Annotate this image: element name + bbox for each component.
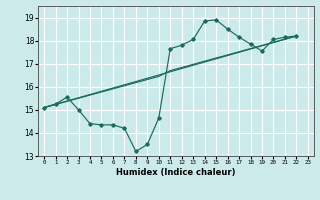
X-axis label: Humidex (Indice chaleur): Humidex (Indice chaleur) <box>116 168 236 177</box>
